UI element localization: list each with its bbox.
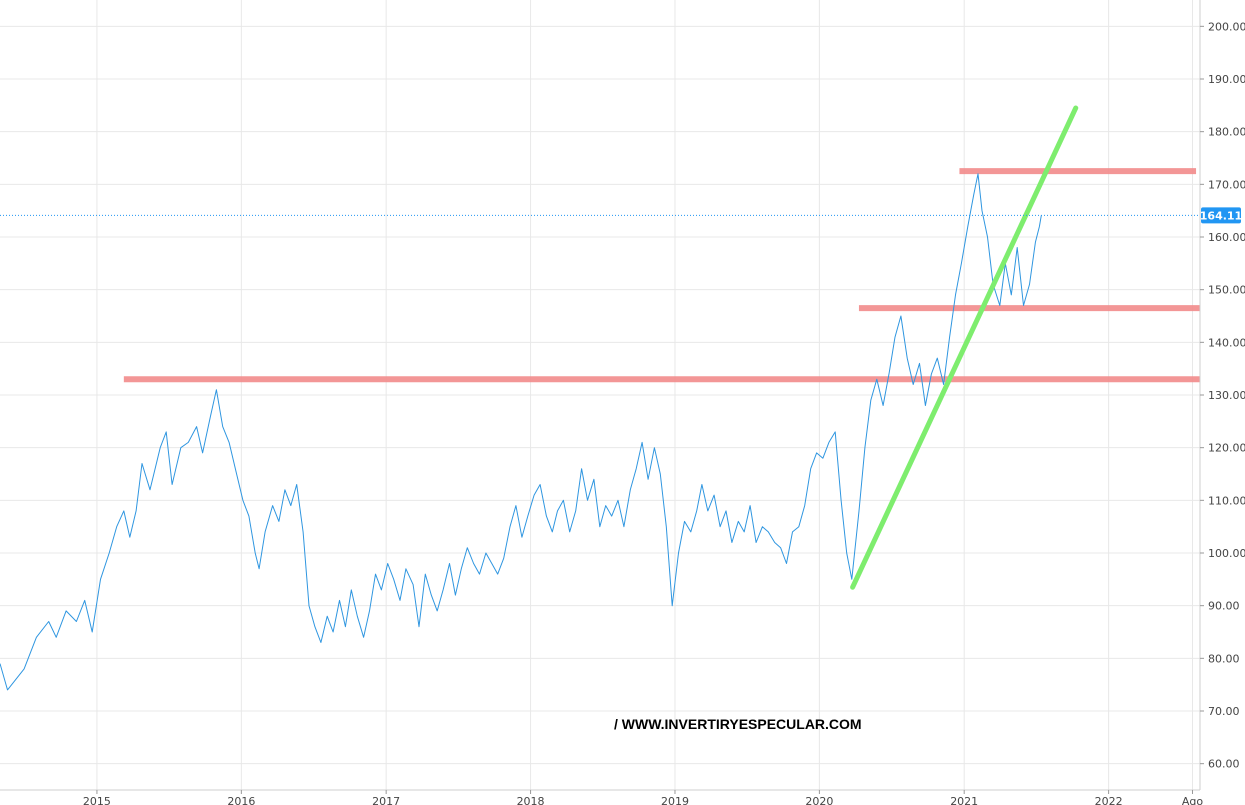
- y-tick-label: 130.00: [1208, 389, 1245, 402]
- last-price-badge: [1201, 207, 1241, 224]
- grid: [0, 0, 1200, 790]
- time-axis[interactable]: 2015 2016 2017 2018 2019 2020 2021 2022 Ago: [83, 790, 1203, 805]
- y-tick-label: 100.00: [1208, 547, 1245, 560]
- y-tick-label: 190.00: [1208, 73, 1245, 86]
- y-tick-label: 60.00: [1208, 758, 1240, 771]
- x-tick-label: 2018: [517, 795, 545, 805]
- last-price-layer: 164.11: [0, 207, 1242, 224]
- price-axis[interactable]: 60.00 70.00 80.00 90.00 100.00 110.00 120.00 13…: [1200, 20, 1245, 771]
- x-tick-label: 2015: [83, 795, 111, 805]
- y-tick-label: 90.00: [1208, 600, 1240, 613]
- y-tick-label: 120.00: [1208, 442, 1245, 455]
- y-tick-label: 160.00: [1208, 231, 1245, 244]
- y-tick-label: 140.00: [1208, 336, 1245, 349]
- x-tick-label: Ago: [1182, 795, 1204, 805]
- trendline-layer: [850, 105, 1079, 590]
- y-tick-label: 200.00: [1208, 20, 1245, 33]
- y-tick-label: 110.00: [1208, 494, 1245, 507]
- x-tick-label: 2020: [805, 795, 833, 805]
- y-tick-label: 80.00: [1208, 652, 1240, 665]
- x-tick-label: 2016: [227, 795, 255, 805]
- last-price-label: 164.11: [1200, 209, 1242, 222]
- x-tick-label: 2019: [661, 795, 689, 805]
- x-tick-label: 2022: [1095, 795, 1123, 805]
- x-tick-label: 2021: [950, 795, 978, 805]
- y-tick-label: 170.00: [1208, 178, 1245, 191]
- y-tick-label: 180.00: [1208, 126, 1245, 139]
- x-tick-label: 2017: [372, 795, 400, 805]
- y-tick-label: 70.00: [1208, 705, 1240, 718]
- price-series: [0, 173, 1042, 691]
- resistance-lines: [123, 168, 1200, 383]
- uptrend-line[interactable]: [850, 105, 1079, 590]
- price-line: [0, 173, 1042, 691]
- watermark-text: / WWW.INVERTIRYESPECULAR.COM: [614, 716, 862, 732]
- y-tick-label: 150.00: [1208, 284, 1245, 297]
